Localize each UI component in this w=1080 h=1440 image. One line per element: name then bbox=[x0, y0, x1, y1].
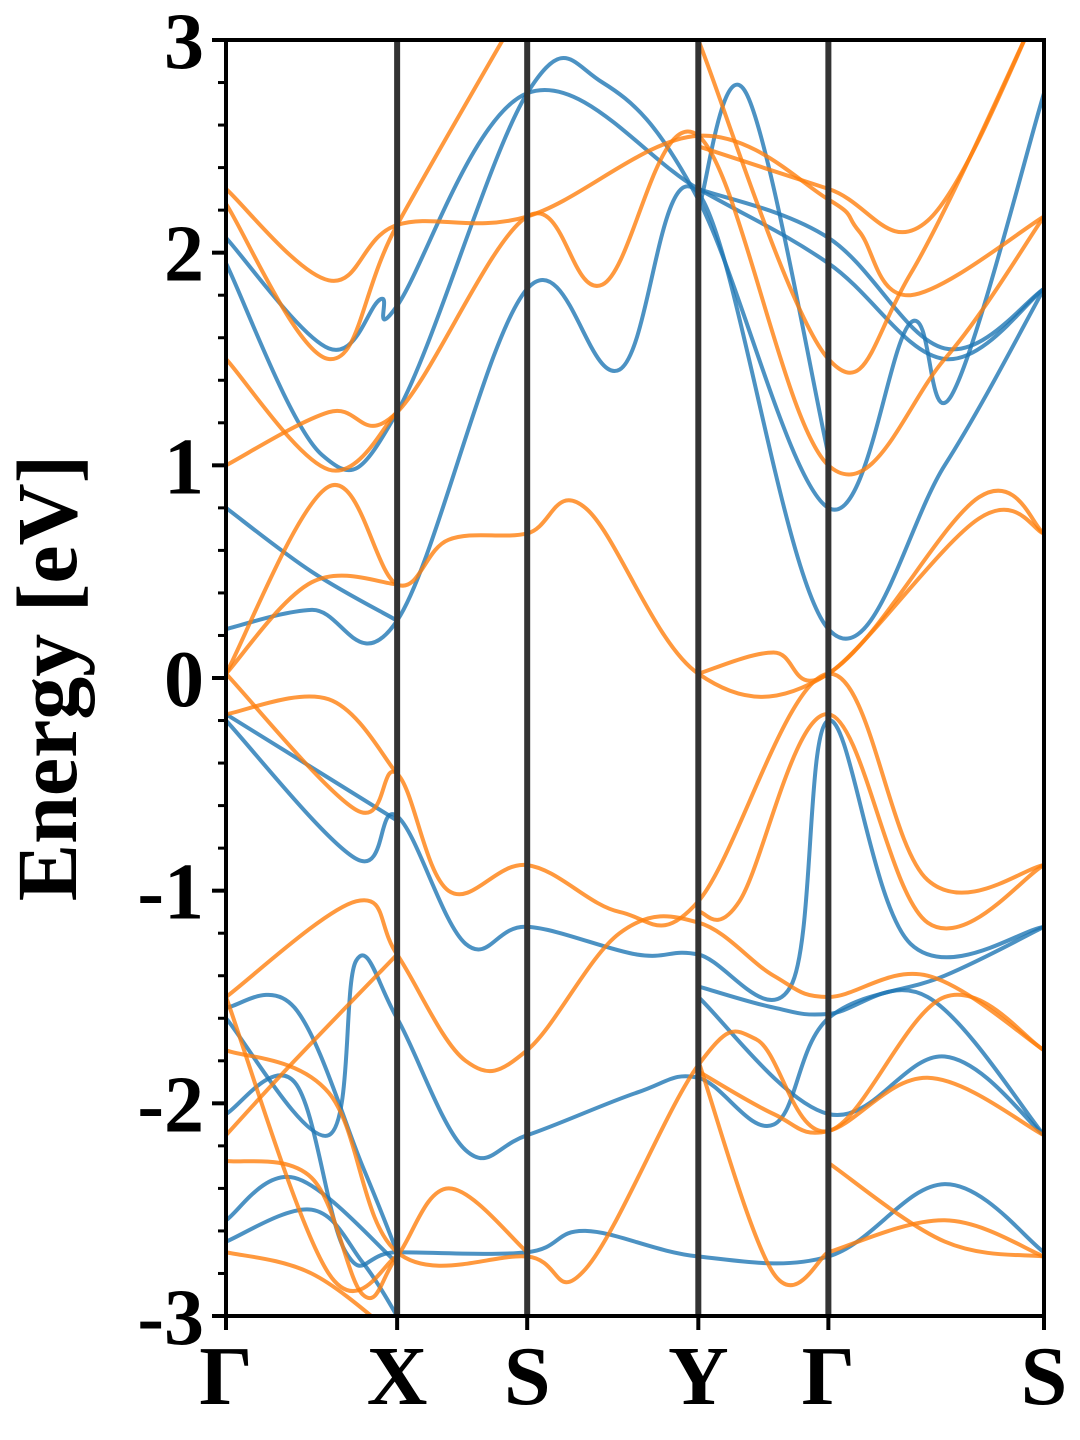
band-spin_down-20 bbox=[226, 40, 506, 362]
band-spin_down-16 bbox=[226, 573, 398, 676]
band-spin_down-31 bbox=[226, 1250, 375, 1316]
band-spin_up-9 bbox=[226, 1073, 1044, 1268]
band-spin_up-7 bbox=[226, 712, 399, 823]
band-spin_down-29 bbox=[226, 953, 399, 1137]
band-spin_up-6 bbox=[226, 718, 1044, 1003]
band-spin_down-22 bbox=[697, 40, 1027, 235]
band-spin_down-27 bbox=[226, 898, 1044, 1073]
kpoint-label-2: S bbox=[504, 1330, 551, 1423]
y-axis-label: Energy [eV] bbox=[0, 455, 95, 902]
band-spin_up-5 bbox=[696, 82, 831, 456]
band-spin_down-36 bbox=[696, 1060, 830, 1288]
band-lines bbox=[226, 40, 1044, 1316]
band-spin_down-21 bbox=[226, 133, 1044, 298]
band-spin_up-3 bbox=[226, 87, 1044, 362]
band-spin_up-10 bbox=[226, 1174, 399, 1265]
band-spin_down-24 bbox=[226, 671, 1044, 928]
band-spin_down-25 bbox=[226, 694, 399, 776]
band-spin_down-18 bbox=[226, 129, 1044, 477]
band-spin_down-15 bbox=[226, 482, 1044, 699]
band-spin_down-32 bbox=[697, 1069, 1044, 1137]
kpoint-label-1: X bbox=[367, 1330, 428, 1423]
kpoint-label-0: Γ bbox=[199, 1330, 252, 1423]
band-spin_up-4 bbox=[697, 187, 1044, 352]
y-tick-label: 1 bbox=[164, 423, 204, 511]
y-tick-label: -1 bbox=[137, 849, 204, 937]
band-spin_up-2 bbox=[226, 56, 1044, 512]
band-spin_up-12 bbox=[697, 984, 1044, 1137]
band-spin_down-17 bbox=[697, 508, 1044, 683]
band-spin_down-26 bbox=[697, 712, 1044, 931]
high-symmetry-lines bbox=[394, 40, 832, 1316]
plot-frame bbox=[224, 38, 1046, 1318]
band-spin_down-35 bbox=[226, 996, 399, 1293]
band-spin_down-28 bbox=[226, 992, 1044, 1285]
band-spin_up-1 bbox=[226, 506, 399, 623]
band-spin_down-23 bbox=[696, 40, 1027, 375]
kpoint-label-4: Γ bbox=[802, 1330, 855, 1423]
y-tick-label: 3 bbox=[164, 0, 204, 86]
band-spin_down-19 bbox=[226, 357, 399, 473]
band-spin_down-34 bbox=[827, 1218, 1044, 1259]
band-spin_up-14 bbox=[226, 992, 399, 1253]
y-tick-label: -2 bbox=[137, 1061, 204, 1149]
y-tick-label: 0 bbox=[164, 636, 204, 724]
y-tick-label: -3 bbox=[137, 1274, 204, 1362]
band-spin_down-33 bbox=[827, 1161, 1044, 1259]
band-spin_up-11 bbox=[226, 1207, 399, 1316]
kpoint-label-5: S bbox=[1021, 1330, 1068, 1423]
band-spin_up-0 bbox=[226, 184, 1044, 646]
y-tick-label: 2 bbox=[164, 211, 204, 299]
band-spin_up-8 bbox=[226, 925, 1044, 1161]
band-spin_down-30 bbox=[226, 1158, 529, 1300]
kpoint-label-3: Y bbox=[668, 1330, 729, 1423]
y-axis-ticks: -3 -2 -1 0 1 2 3 bbox=[137, 0, 226, 1362]
